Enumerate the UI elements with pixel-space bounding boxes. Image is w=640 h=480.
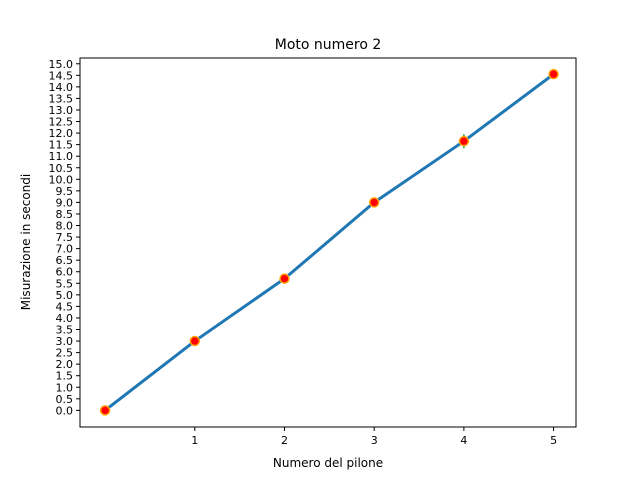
y-tick-label: 10.5 [49, 162, 74, 175]
chart-title: Moto numero 2 [275, 37, 382, 53]
data-point [99, 405, 111, 416]
y-tick-label: 1.5 [56, 370, 74, 383]
series-line [103, 72, 556, 412]
y-tick-label: 14.5 [49, 69, 74, 82]
series-layer [99, 68, 559, 416]
y-tick-label: 11.5 [49, 139, 74, 152]
x-tick-label: 2 [281, 434, 288, 447]
data-point [189, 335, 201, 347]
y-tick-label: 13.0 [49, 104, 74, 117]
y-tick-label: 12.5 [49, 116, 74, 129]
y-tick-label: 11.0 [49, 150, 74, 163]
y-tick-label: 9.0 [56, 196, 74, 209]
y-tick-label: 4.0 [56, 312, 74, 325]
data-point [548, 68, 559, 80]
y-tick-label: 14.0 [49, 81, 74, 94]
x-axis-ticks: 1 2 3 4 5 [191, 427, 557, 447]
data-point [368, 197, 380, 208]
y-tick-label: 6.5 [56, 254, 74, 267]
y-tick-label: 4.5 [56, 300, 74, 313]
y-tick-label: 7.5 [56, 231, 74, 244]
y-tick-label: 12.0 [49, 127, 74, 140]
y-axis-ticks: 0.00.51.01.52.02.53.03.54.04.55.05.56.06… [49, 58, 80, 417]
y-tick-label: 1.0 [56, 381, 74, 394]
data-point [458, 135, 470, 147]
plot-frame [79, 57, 577, 428]
y-tick-label: 13.5 [49, 92, 74, 105]
y-tick-label: 10.0 [49, 173, 74, 186]
y-tick-label: 3.5 [56, 323, 74, 336]
x-axis-label: Numero del pilone [273, 456, 383, 470]
y-tick-label: 2.5 [56, 347, 74, 360]
y-tick-label: 8.0 [56, 220, 74, 233]
data-point [279, 273, 290, 284]
y-tick-label: 6.0 [56, 266, 74, 279]
y-axis-label: Misurazione in secondi [19, 174, 33, 311]
y-tick-label: 7.0 [56, 243, 74, 256]
y-tick-label: 5.5 [56, 277, 74, 290]
y-tick-label: 9.5 [56, 185, 74, 198]
x-tick-label: 5 [550, 434, 557, 447]
y-tick-label: 0.5 [56, 393, 74, 406]
x-tick-label: 3 [371, 434, 378, 447]
y-tick-label: 5.0 [56, 289, 74, 302]
y-tick-label: 8.5 [56, 208, 74, 221]
x-tick-label: 1 [191, 434, 198, 447]
y-tick-label: 3.0 [56, 335, 74, 348]
y-tick-label: 0.0 [56, 404, 74, 417]
y-tick-label: 15.0 [49, 58, 74, 71]
y-tick-label: 2.0 [56, 358, 74, 371]
x-tick-label: 4 [460, 434, 467, 447]
